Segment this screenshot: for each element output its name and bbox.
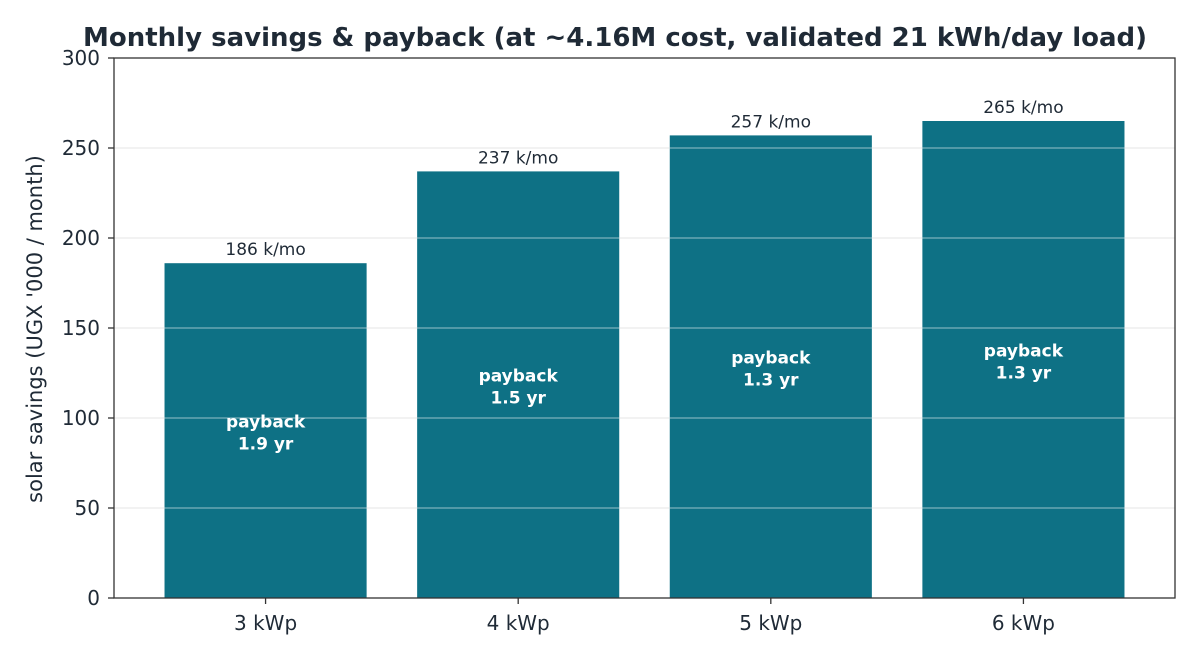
y-tick-label: 0	[87, 586, 100, 610]
payback-label: payback	[479, 367, 559, 387]
payback-value: 1.3 yr	[743, 371, 799, 391]
payback-label: payback	[984, 342, 1064, 362]
payback-value: 1.9 yr	[238, 435, 294, 455]
x-tick-label: 5 kWp	[739, 611, 802, 635]
x-tick-label: 6 kWp	[992, 611, 1055, 635]
bars	[114, 121, 1175, 598]
y-tick-label: 50	[75, 496, 100, 520]
value-label: 265 k/mo	[983, 98, 1063, 118]
payback-value: 1.5 yr	[490, 389, 546, 409]
payback-value: 1.3 yr	[996, 364, 1052, 384]
payback-label: payback	[731, 349, 811, 369]
value-label: 237 k/mo	[478, 148, 558, 168]
axes: 0 50 100 150 200 250 300 3 kWp 4 kWp 5 kWp 6 kWp	[62, 46, 1176, 635]
value-label: 186 k/mo	[225, 240, 305, 260]
bar	[164, 263, 367, 598]
y-tick-label: 250	[62, 136, 100, 160]
y-axis-label: solar savings (UGX '000 / month)	[23, 155, 47, 503]
bar	[417, 171, 620, 598]
y-tick-label: 300	[62, 46, 100, 70]
x-tick-label: 4 kWp	[487, 611, 550, 635]
x-tick-label: 3 kWp	[234, 611, 297, 635]
bar	[922, 121, 1125, 598]
payback-label: payback	[226, 413, 306, 433]
y-tick-label: 150	[62, 316, 100, 340]
value-label: 257 k/mo	[731, 112, 811, 132]
bar	[669, 135, 872, 598]
y-tick-label: 100	[62, 406, 100, 430]
chart-title: Monthly savings & payback (at ~4.16M cos…	[83, 23, 1147, 53]
y-tick-label: 200	[62, 226, 100, 250]
